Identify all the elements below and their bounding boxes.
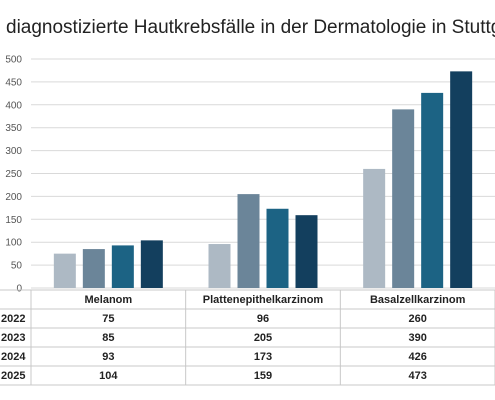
table-cell: 390 [408, 332, 426, 344]
bar-2022-2 [363, 168, 386, 288]
table-cell: 426 [408, 351, 426, 363]
bar-2023-2 [392, 109, 415, 288]
bar-2024-1 [266, 208, 289, 288]
axis-layer: 0 50 100 150 200 250 300 350 400 450 500 [5, 55, 22, 295]
category-label: Plattenepithelkarzinom [203, 294, 324, 306]
y-tick-label: 250 [5, 169, 22, 180]
table-cell: 85 [102, 332, 114, 344]
bar-2023-0 [82, 249, 105, 288]
table-cell: 473 [408, 370, 426, 382]
bar-2025-2 [450, 71, 473, 288]
bar-2025-0 [140, 240, 163, 288]
y-tick-label: 300 [5, 146, 22, 157]
table-cell: 96 [257, 313, 269, 325]
y-tick-label: 150 [5, 215, 22, 226]
table-cell: 173 [254, 351, 272, 363]
y-tick-label: 100 [5, 238, 22, 249]
chart-title: diagnostizierte Hautkrebsfälle in der De… [6, 17, 495, 38]
chart-title-wrapper: diagnostizierte Hautkrebsfälle in der De… [0, 14, 495, 42]
y-tick-label: 200 [5, 192, 22, 203]
data-table: Melanom Plattenepithelkarzinom Basalzellka… [0, 289, 495, 386]
bar-layer [53, 71, 473, 288]
bar-2022-0 [53, 253, 76, 288]
table-cell: 75 [102, 313, 114, 325]
series-label: 2025 [1, 370, 25, 382]
table-cell: 104 [99, 370, 118, 382]
table-cell: 93 [102, 351, 114, 363]
bar-2024-2 [421, 92, 444, 288]
y-tick-label: 450 [5, 77, 22, 88]
y-tick-label: 0 [16, 284, 22, 295]
series-label: 2022 [1, 313, 25, 325]
series-label: 2023 [1, 332, 25, 344]
grid-layer [31, 58, 495, 289]
category-label: Basalzellkarzinom [370, 294, 466, 306]
category-label: Melanom [84, 294, 132, 306]
table-cell: 159 [254, 370, 272, 382]
y-tick-label: 350 [5, 123, 22, 134]
y-tick-label: 500 [5, 55, 22, 66]
bar-2024-0 [111, 245, 134, 288]
table-cell: 205 [254, 332, 272, 344]
bar-2022-1 [208, 244, 231, 288]
y-tick-label: 50 [11, 261, 23, 272]
series-label: 2024 [1, 351, 26, 363]
y-tick-label: 400 [5, 100, 22, 111]
table-cell: 260 [408, 313, 426, 325]
bar-2025-1 [295, 215, 318, 288]
bar-2023-1 [237, 194, 260, 288]
